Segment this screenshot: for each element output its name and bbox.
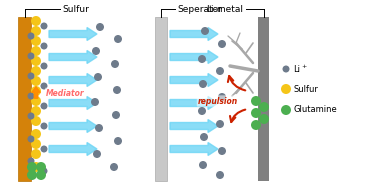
Circle shape: [36, 162, 46, 172]
Circle shape: [216, 120, 224, 128]
Circle shape: [199, 80, 207, 88]
Circle shape: [218, 93, 226, 101]
FancyArrow shape: [170, 143, 218, 156]
Circle shape: [31, 66, 41, 76]
Circle shape: [40, 146, 47, 153]
Circle shape: [31, 139, 41, 149]
Circle shape: [94, 73, 102, 81]
FancyArrow shape: [170, 28, 218, 40]
Bar: [258, 17, 269, 181]
Circle shape: [199, 161, 207, 169]
Circle shape: [31, 149, 41, 159]
Circle shape: [251, 96, 261, 106]
Circle shape: [216, 67, 224, 75]
Text: Li: Li: [293, 64, 300, 74]
Circle shape: [28, 53, 34, 60]
Text: Mediator: Mediator: [46, 88, 85, 98]
FancyArrow shape: [170, 97, 218, 109]
Circle shape: [31, 116, 41, 126]
Bar: [155, 17, 167, 181]
FancyArrow shape: [49, 28, 97, 40]
Circle shape: [40, 83, 47, 90]
Text: Seperator: Seperator: [177, 5, 222, 13]
Circle shape: [96, 23, 104, 31]
Circle shape: [28, 136, 34, 143]
Circle shape: [31, 56, 41, 66]
Circle shape: [40, 43, 47, 50]
Circle shape: [31, 26, 41, 36]
Text: Li-metal: Li-metal: [207, 5, 243, 13]
Circle shape: [28, 157, 34, 164]
Circle shape: [216, 171, 224, 179]
Circle shape: [36, 170, 46, 180]
Circle shape: [28, 92, 34, 99]
Circle shape: [40, 122, 47, 129]
Text: +: +: [301, 64, 306, 68]
Circle shape: [40, 63, 47, 70]
Circle shape: [28, 73, 34, 80]
Circle shape: [110, 163, 118, 171]
FancyArrow shape: [49, 143, 97, 156]
FancyArrow shape: [49, 50, 97, 64]
Circle shape: [31, 96, 41, 106]
Circle shape: [281, 105, 291, 115]
Circle shape: [91, 98, 99, 106]
Circle shape: [283, 66, 290, 73]
Circle shape: [31, 86, 41, 96]
Text: Sulfur: Sulfur: [62, 5, 89, 13]
Circle shape: [198, 55, 206, 63]
FancyArrow shape: [49, 97, 97, 109]
Circle shape: [28, 112, 34, 119]
Text: repulsion: repulsion: [198, 97, 238, 105]
Circle shape: [27, 170, 37, 180]
Circle shape: [40, 167, 47, 174]
Text: Sulfur: Sulfur: [293, 84, 318, 94]
Text: Glutamine: Glutamine: [293, 105, 337, 115]
Circle shape: [111, 60, 119, 68]
Circle shape: [28, 33, 34, 40]
Circle shape: [281, 84, 291, 94]
Circle shape: [259, 102, 269, 112]
Circle shape: [114, 137, 122, 145]
Circle shape: [200, 133, 208, 141]
FancyArrow shape: [170, 50, 218, 64]
FancyArrow shape: [170, 119, 218, 132]
Circle shape: [201, 27, 209, 35]
Circle shape: [218, 147, 226, 155]
Circle shape: [40, 102, 47, 109]
Circle shape: [251, 120, 261, 130]
Circle shape: [31, 129, 41, 139]
Circle shape: [31, 76, 41, 86]
Circle shape: [114, 35, 122, 43]
Circle shape: [259, 114, 269, 124]
FancyArrow shape: [49, 74, 97, 87]
FancyArrow shape: [170, 74, 218, 87]
FancyArrow shape: [49, 119, 97, 132]
Circle shape: [40, 22, 47, 29]
Bar: [18, 17, 31, 181]
Circle shape: [31, 36, 41, 46]
Circle shape: [218, 40, 226, 48]
Circle shape: [31, 162, 41, 172]
Circle shape: [93, 150, 101, 158]
Circle shape: [198, 107, 206, 115]
Circle shape: [31, 106, 41, 116]
Circle shape: [95, 124, 103, 132]
Circle shape: [251, 108, 261, 118]
Circle shape: [27, 162, 37, 172]
Circle shape: [92, 47, 100, 55]
Circle shape: [31, 46, 41, 56]
Circle shape: [112, 111, 120, 119]
Circle shape: [113, 86, 121, 94]
Circle shape: [31, 16, 41, 26]
